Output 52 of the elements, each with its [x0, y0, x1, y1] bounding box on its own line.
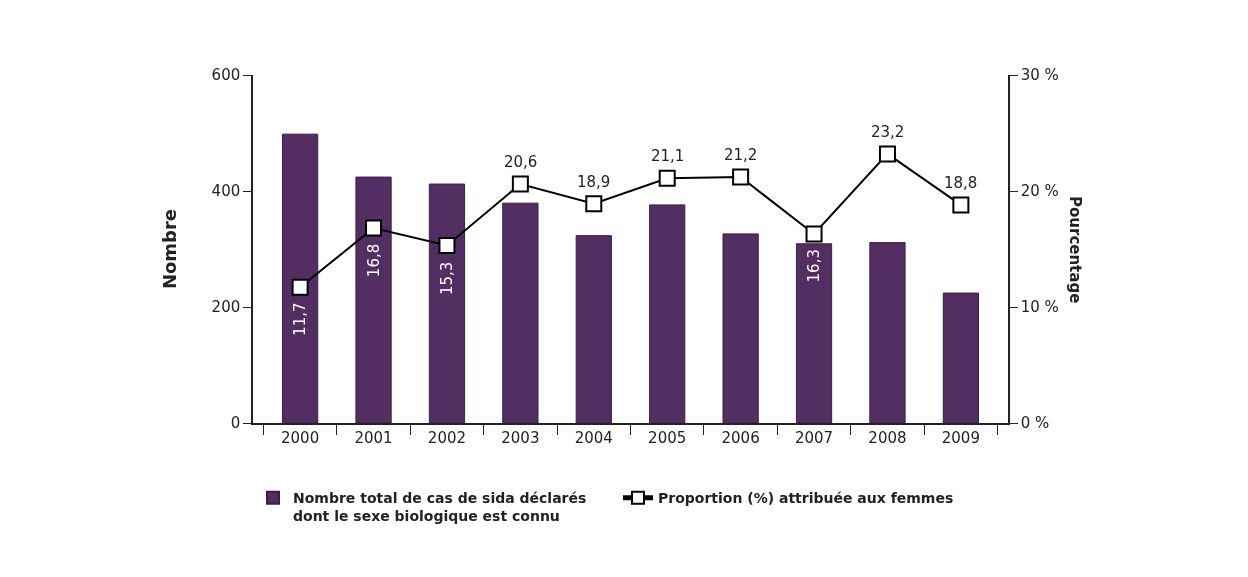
- bar: [502, 202, 539, 423]
- bar: [722, 233, 759, 423]
- y2-tick-label: 30 %: [1020, 66, 1059, 85]
- x-tick-label: 2005: [648, 428, 687, 447]
- x-tick-label: 2009: [941, 428, 980, 447]
- bar: [282, 133, 319, 423]
- data-label: 18,9: [577, 173, 611, 191]
- point: [878, 145, 896, 163]
- y2-tick-label: 0 %: [1020, 414, 1050, 433]
- x-tick-label: 2003: [501, 428, 540, 447]
- data-label: 21,1: [651, 147, 685, 165]
- data-label: 11,7: [291, 302, 310, 336]
- point: [291, 278, 309, 296]
- x-tick-label: 2004: [574, 428, 613, 447]
- data-label: 16,3: [804, 249, 823, 283]
- x-tick-label: 2008: [868, 428, 907, 447]
- data-label: 21,2: [724, 146, 758, 164]
- y2-tick-label: 20 %: [1020, 182, 1059, 201]
- legend-label: Proportion (%) attribuée aux femmes: [658, 490, 954, 507]
- point: [952, 196, 970, 214]
- data-label: 18,8: [944, 174, 978, 192]
- point: [511, 175, 529, 193]
- point: [658, 169, 676, 187]
- point: [805, 225, 823, 243]
- point: [438, 237, 456, 255]
- bar: [869, 242, 906, 423]
- x-tick-label: 2000: [281, 428, 320, 447]
- y-tick-label: 400: [211, 182, 241, 201]
- y-tick-label: 600: [211, 66, 241, 85]
- bar: [428, 183, 466, 423]
- x-tick-label: 2002: [427, 428, 467, 447]
- y2-axis-title: Pourcentage: [1066, 196, 1084, 304]
- x-tick-label: 2006: [721, 428, 760, 447]
- bar: [942, 292, 979, 423]
- legend-label: Nombre total de cas de sida déclarés dont le sexe biologique est connu: [293, 490, 587, 525]
- y-axis-title: Nombre: [159, 208, 181, 290]
- x-tick-label: 2007: [794, 428, 834, 447]
- bar: [355, 176, 392, 423]
- y-tick-label: 200: [211, 298, 241, 317]
- data-label: 20,6: [504, 153, 538, 171]
- point: [585, 195, 603, 213]
- point: [365, 219, 383, 237]
- point: [732, 168, 750, 186]
- data-label: 16,8: [364, 243, 383, 278]
- data-label: 15,3: [437, 261, 456, 295]
- x-tick-label: 2001: [354, 428, 393, 447]
- bar: [795, 243, 833, 423]
- bar: [649, 204, 686, 423]
- data-label: 23,2: [871, 123, 905, 141]
- y-tick-label: 0: [230, 414, 241, 433]
- y2-tick-label: 10 %: [1020, 298, 1059, 317]
- bar: [575, 235, 612, 423]
